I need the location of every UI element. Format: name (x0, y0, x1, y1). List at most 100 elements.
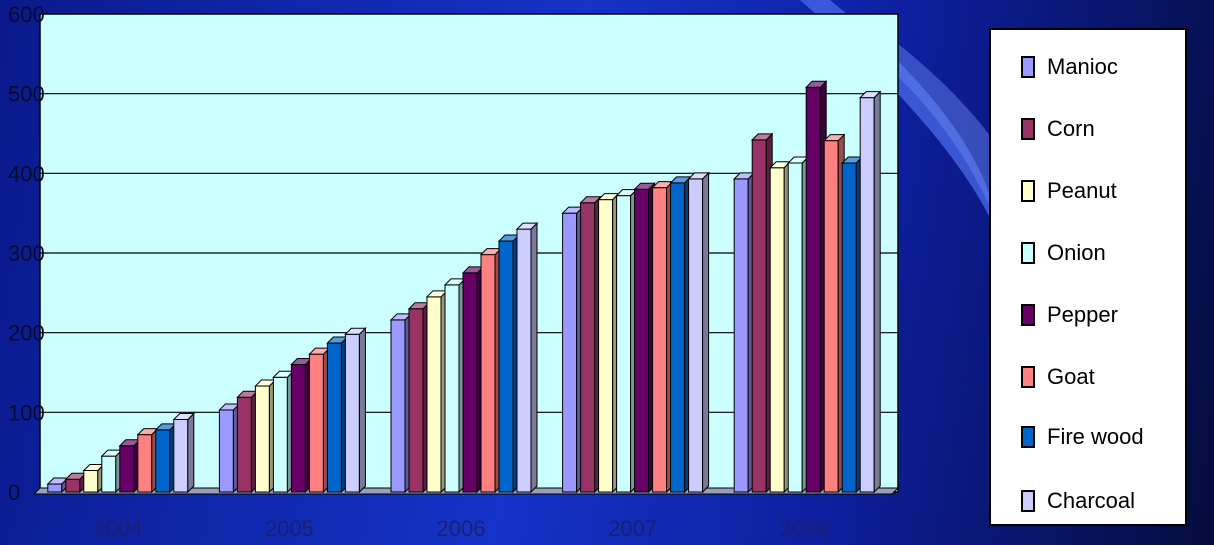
bar-manioc-2006 (389, 312, 413, 494)
legend-item: Charcoal (1021, 486, 1135, 516)
legend-item: Onion (1021, 238, 1106, 268)
legend-item: Corn (1021, 114, 1095, 144)
y-tick-label: 200 (8, 321, 45, 346)
bar-front (462, 272, 478, 493)
bars (46, 80, 882, 494)
bar-charcoal-2006 (515, 221, 539, 494)
bar-front (516, 228, 532, 493)
bar-front (101, 455, 117, 493)
y-tick-label: 300 (8, 241, 45, 266)
y-tick-label: 100 (8, 400, 45, 425)
bar-onion-2007 (615, 188, 638, 494)
bar-front (390, 319, 406, 493)
bar-fire-wood-2005 (326, 335, 349, 494)
bar-front (236, 396, 252, 493)
bar-front (480, 254, 496, 493)
bar-goat-2008 (822, 133, 846, 494)
x-category-label: 2007 (608, 516, 657, 541)
y-axis-ticks: 0 100 200 300 400 500 600 (8, 2, 45, 505)
x-category-label: 2008 (780, 516, 829, 541)
bar-manioc-2007 (561, 205, 584, 494)
bar-onion-2006 (443, 277, 467, 494)
bar-pepper-2004 (118, 438, 142, 494)
bar-side (530, 221, 538, 494)
bar-front (787, 162, 803, 493)
bar-front (119, 445, 135, 493)
bar-front (859, 97, 875, 493)
legend-swatch (1021, 118, 1035, 140)
bar-peanut-2005 (254, 378, 277, 494)
legend-label: Manioc (1047, 54, 1118, 79)
bar-top (344, 327, 367, 335)
legend-swatch (1021, 56, 1035, 78)
bar-charcoal-2005 (344, 327, 367, 494)
bar-front (498, 240, 514, 493)
bar-front (769, 167, 785, 493)
bar-top (750, 133, 774, 141)
bar-corn-2005 (236, 389, 259, 494)
bar-front (598, 199, 614, 493)
legend-swatch (1021, 242, 1035, 264)
bar-onion-2008 (786, 155, 810, 494)
legend-swatch (1021, 426, 1035, 448)
bar-front (426, 296, 442, 493)
bar-peanut-2007 (597, 192, 620, 494)
bar-front (137, 434, 153, 493)
bar-front (218, 409, 234, 493)
bar-goat-2005 (308, 346, 331, 494)
bar-pepper-2006 (461, 265, 485, 494)
bar-top (172, 413, 196, 421)
legend-label: Corn (1047, 116, 1095, 141)
bar-fire-wood-2006 (497, 233, 521, 494)
bar-fire-wood-2007 (669, 175, 692, 494)
bar-front (308, 353, 324, 493)
bar-charcoal-2008 (858, 90, 882, 494)
bar-fire-wood-2008 (840, 155, 864, 494)
bar-front (254, 385, 270, 493)
bar-front (47, 483, 63, 493)
legend-item: Goat (1021, 362, 1095, 392)
legend-label: Goat (1047, 364, 1095, 389)
bar-top (579, 196, 602, 204)
y-tick-label: 0 (8, 480, 20, 505)
bar-fire-wood-2004 (154, 422, 178, 494)
bar-onion-2005 (272, 370, 295, 494)
y-tick-label: 500 (8, 82, 45, 107)
bar-goat-2006 (479, 247, 503, 494)
bar-top (804, 80, 828, 88)
bar-front (155, 429, 171, 493)
bar-manioc-2008 (732, 171, 756, 494)
bar-goat-2007 (651, 180, 674, 494)
legend: Manioc Corn Peanut Onion Pepper Goat Fire wood… (989, 28, 1187, 526)
bar-top (633, 182, 656, 190)
legend-swatch (1021, 180, 1035, 202)
bar-front (634, 188, 650, 493)
legend-label: Charcoal (1047, 488, 1136, 513)
x-axis-labels: 2004 2005 2006 2007 2008 (93, 516, 828, 541)
bar-front (408, 308, 424, 493)
bar-side (702, 171, 710, 494)
y-tick-label: 400 (8, 161, 45, 186)
bar-front (751, 139, 767, 493)
bar-front (823, 140, 839, 493)
legend-label: Fire wood (1047, 424, 1144, 449)
bar-front (272, 376, 288, 493)
bar-charcoal-2004 (172, 412, 196, 494)
bar-front (616, 195, 632, 493)
bar-pepper-2007 (633, 182, 656, 494)
x-category-label: 2005 (265, 516, 314, 541)
legend-item: Pepper (1021, 300, 1118, 330)
bar-peanut-2008 (768, 160, 792, 494)
bar-corn-2007 (579, 195, 602, 494)
bar-front (290, 364, 306, 493)
bar-front (688, 178, 704, 493)
bar-side (358, 327, 366, 494)
bar-charcoal-2007 (687, 171, 710, 494)
bar-front (173, 419, 189, 493)
legend-label: Onion (1047, 240, 1106, 265)
bar-corn-2006 (407, 301, 431, 494)
legend-item: Fire wood (1021, 422, 1144, 452)
bar-front (562, 212, 578, 493)
